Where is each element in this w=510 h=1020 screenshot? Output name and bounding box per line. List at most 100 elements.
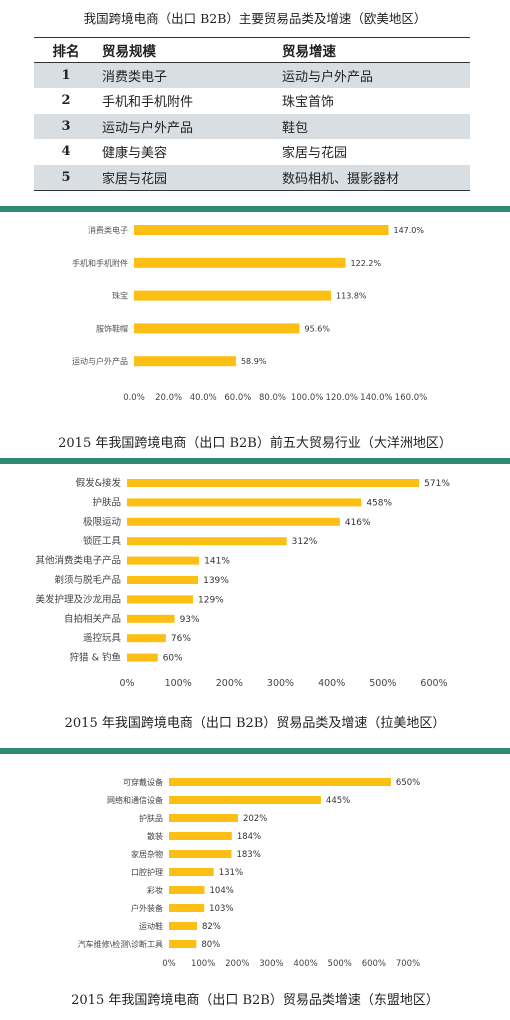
- bar: [127, 537, 287, 546]
- category-label: 网络和通信设备: [107, 795, 163, 805]
- category-label: 美发护理及沙龙用品: [35, 593, 121, 605]
- data-label: 131%: [219, 868, 243, 878]
- growth-cell: 家居与花园: [282, 146, 348, 162]
- rank-cell: 3: [34, 113, 98, 139]
- category-label: 狩猎 & 钓鱼: [70, 652, 121, 664]
- trade-ranking-table-section: 我国跨境电商（出口 B2B）主要贸易品类及增速（欧美地区） 排名 贸易规模 贸易…: [0, 0, 510, 206]
- bar: [127, 595, 194, 604]
- data-label: 60%: [163, 654, 183, 664]
- category-label: 手机和手机附件: [72, 258, 128, 268]
- rank-cell: 4: [61, 144, 71, 160]
- section-divider: [0, 748, 510, 754]
- category-label: 剃须与脱毛产品: [54, 574, 121, 586]
- scale-cell: 运动与户外产品: [98, 113, 278, 139]
- bar: [169, 886, 205, 894]
- category-label: 运动与户外产品: [72, 356, 128, 366]
- growth-cell: 数码相机、摄影器材: [278, 164, 470, 191]
- bar: [134, 356, 236, 367]
- data-label: 139%: [203, 576, 229, 586]
- bar: [169, 850, 232, 858]
- bar: [169, 940, 197, 948]
- table-row: 4 健康与美容 家居与花园: [34, 139, 470, 165]
- x-tick-label: 300%: [259, 959, 283, 969]
- data-label: 103%: [209, 904, 233, 914]
- x-tick-label: 500%: [369, 678, 396, 689]
- bar: [127, 479, 420, 487]
- header-rank: 排名: [34, 37, 98, 63]
- bar: [134, 257, 346, 268]
- data-label: 184%: [237, 832, 261, 842]
- header-growth: 贸易增速: [278, 37, 470, 63]
- data-label: 122.2%: [351, 259, 382, 268]
- x-tick-label: 600%: [362, 959, 386, 969]
- data-label: 571%: [424, 479, 450, 489]
- bar: [134, 323, 300, 334]
- growth-cell: 珠宝首饰: [282, 95, 335, 111]
- x-tick-label: 20.0%: [155, 393, 182, 403]
- category-label: 锁匠工具: [83, 535, 122, 547]
- data-label: 82%: [202, 922, 221, 932]
- data-label: 202%: [243, 814, 267, 824]
- x-tick-label: 40.0%: [190, 393, 217, 403]
- x-tick-label: 0%: [162, 959, 176, 969]
- x-tick-label: 200%: [225, 959, 249, 969]
- growth-cell: 鞋包: [278, 113, 470, 139]
- category-label: 户外装备: [131, 903, 163, 913]
- category-label: 遥控玩具: [83, 632, 122, 644]
- data-label: 93%: [180, 615, 200, 625]
- category-label: 假发&接发: [76, 477, 122, 489]
- bar: [169, 796, 321, 804]
- bar: [127, 498, 362, 507]
- category-label: 可穿戴设备: [123, 777, 163, 787]
- oceania-chart-title: 2015 年我国跨境电商（出口 B2B）前五大贸易行业（大洋洲地区）: [58, 436, 452, 451]
- bar: [127, 576, 199, 584]
- x-tick-label: 60.0%: [224, 393, 251, 403]
- table-row: 3 运动与户外产品 鞋包: [34, 113, 470, 139]
- latam-bar-chart: 假发&接发 571% 护肤品 458% 极限运动 416% 锁匠工具 312% 其他消费类电子产…: [35, 477, 450, 689]
- bar: [134, 225, 389, 235]
- bar: [169, 868, 214, 876]
- x-tick-label: 300%: [267, 678, 294, 689]
- bar: [127, 634, 166, 643]
- data-label: 129%: [198, 595, 224, 605]
- x-tick-label: 500%: [328, 959, 352, 969]
- category-label: 家居杂物: [131, 849, 163, 859]
- asean-chart-title: 2015 年我国跨境电商（出口 B2B）贸易品类增速（东盟地区）: [71, 993, 439, 1008]
- category-label: 自拍相关产品: [64, 613, 121, 625]
- scale-cell: 手机和手机附件: [102, 95, 194, 111]
- category-label: 服饰鞋帽: [96, 323, 128, 333]
- latam-chart-title: 2015 年我国跨境电商（出口 B2B）贸易品类及增速（拉美地区）: [64, 716, 446, 731]
- bar: [127, 517, 340, 526]
- scale-cell: 健康与美容: [102, 146, 168, 162]
- bar: [169, 814, 238, 822]
- x-tick-label: 400%: [293, 959, 317, 969]
- table-row: 2 手机和手机附件 珠宝首饰: [34, 88, 470, 114]
- header-scale: 贸易规模: [98, 37, 278, 63]
- bar: [127, 614, 175, 623]
- category-label: 汽车维修\检测\诊断工具: [78, 939, 163, 949]
- table-title: 我国跨境电商（出口 B2B）主要贸易品类及增速（欧美地区）: [83, 11, 427, 26]
- category-label: 消费类电子: [88, 225, 128, 235]
- category-label: 护肤品: [139, 813, 163, 823]
- category-label: 极限运动: [83, 516, 121, 528]
- data-label: 58.9%: [241, 357, 267, 366]
- category-label: 口腔护理: [131, 867, 163, 877]
- data-label: 113.8%: [336, 292, 367, 301]
- x-tick-label: 100.0%: [291, 393, 323, 403]
- bar: [169, 904, 205, 912]
- bar: [127, 556, 200, 565]
- bar: [169, 922, 197, 930]
- category-label: 彩妆: [147, 885, 163, 895]
- section-divider: [0, 206, 510, 212]
- x-tick-label: 140.0%: [360, 393, 392, 403]
- growth-cell: 运动与户外产品: [278, 62, 470, 88]
- x-tick-label: 0.0%: [123, 393, 145, 403]
- x-tick-label: 80.0%: [259, 393, 286, 403]
- category-label: 护肤品: [92, 496, 121, 508]
- scale-cell: 家居与花园: [98, 164, 278, 191]
- trade-ranking-table: 排名 贸易规模 贸易增速 1 消费类电子 运动与户外产品 2 手机和手机附件 珠…: [34, 37, 470, 191]
- category-label: 其他消费类电子产品: [35, 555, 121, 567]
- scale-cell: 消费类电子: [98, 62, 278, 88]
- x-tick-label: 100%: [191, 959, 215, 969]
- x-tick-label: 700%: [396, 959, 420, 969]
